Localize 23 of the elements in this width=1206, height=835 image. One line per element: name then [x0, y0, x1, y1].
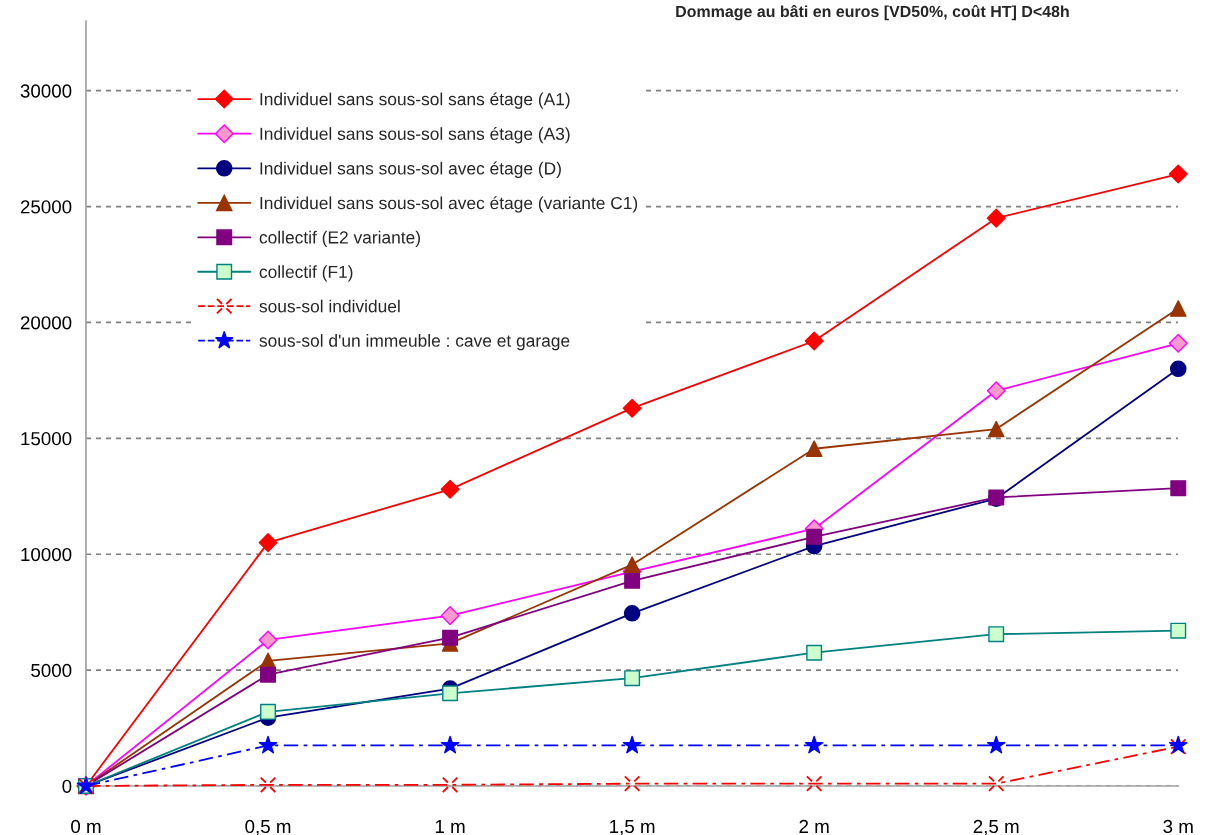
- x-tick-label: 0,5 m: [245, 819, 291, 835]
- x-tick-label: 3 m: [1163, 819, 1193, 834]
- x-tick-label: 1,5 m: [610, 820, 655, 835]
- legend-label: Individuel sans sous-sol sans étage (A3): [260, 127, 570, 144]
- y-tick-label: 25000: [20, 200, 72, 214]
- legend-label: sous-sol individuel: [259, 299, 400, 313]
- legend-label: collectif (E2 variante): [259, 230, 420, 248]
- x-tick-label: 1 m: [435, 820, 465, 833]
- y-tick-label: 30000: [20, 84, 72, 98]
- x-tick-label: 0 m: [71, 819, 101, 834]
- y-tick-label: 20000: [20, 316, 72, 330]
- legend-label: Individuel sans sous-sol sans étage (A1): [260, 92, 570, 109]
- legend-label: sous-sol d'un immeuble : cave et garage: [259, 334, 570, 351]
- chart-title: Dommage au bâti en euros [VD50%, coût HT] D<48h: [676, 5, 1069, 21]
- legend-label: Individuel sans sous-sol avec étage (variante C1): [260, 196, 638, 213]
- y-tick-label: 0: [62, 779, 72, 793]
- legend-label: Individuel sans sous-sol avec étage (D): [260, 161, 561, 178]
- legend-label: collectif (F1): [259, 265, 353, 282]
- y-tick-label: 10000: [21, 547, 72, 562]
- y-tick-label: 5000: [31, 663, 72, 678]
- y-tick-label: 15000: [21, 432, 72, 446]
- x-tick-label: 2,5 m: [973, 819, 1019, 835]
- x-tick-label: 2 m: [799, 819, 829, 833]
